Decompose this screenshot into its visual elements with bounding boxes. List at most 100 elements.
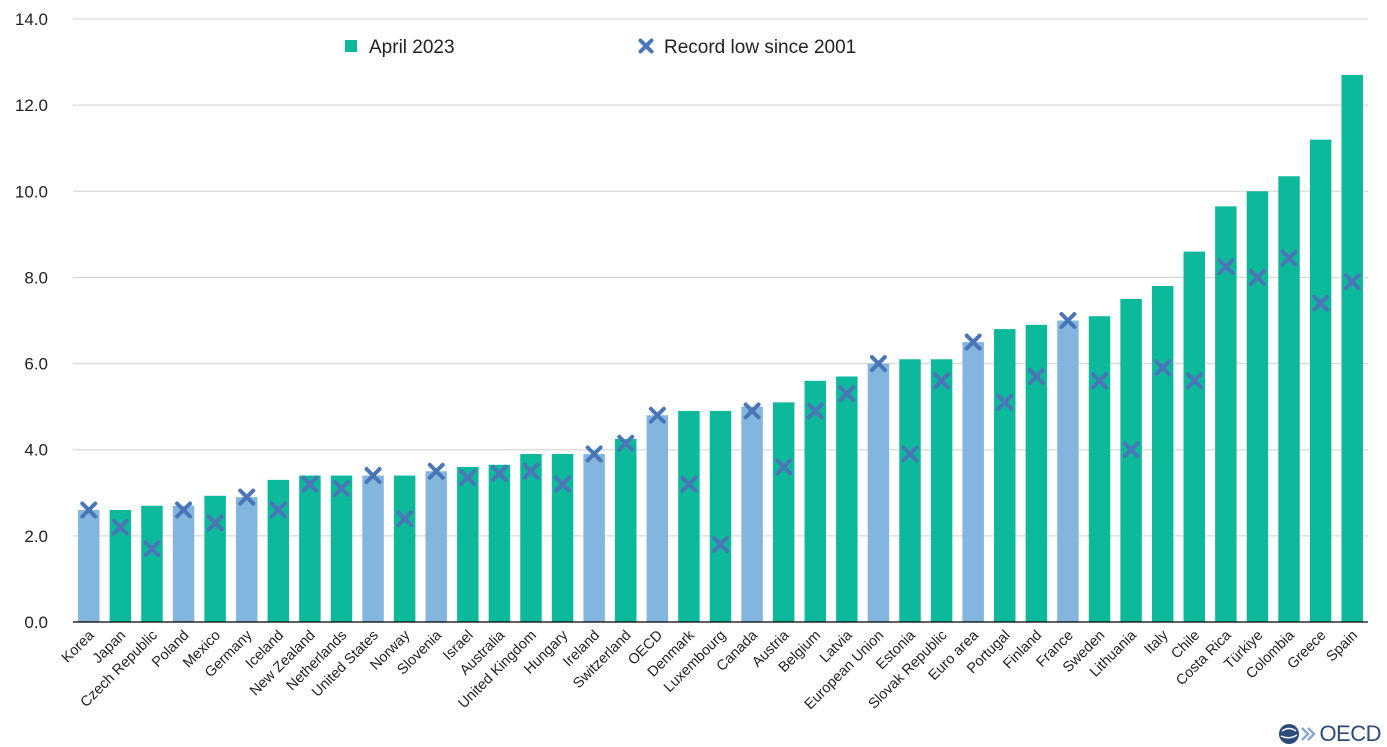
bar — [899, 359, 921, 622]
bar — [836, 376, 858, 622]
y-tick-label: 8.0 — [24, 268, 48, 287]
y-tick-label: 4.0 — [24, 441, 48, 460]
record-low-marker — [175, 501, 193, 519]
record-low-marker — [964, 333, 982, 351]
bar — [520, 454, 542, 622]
bar — [678, 410, 700, 622]
record-low-marker — [1122, 441, 1140, 459]
record-low-marker — [743, 402, 761, 420]
record-low-marker — [143, 540, 161, 558]
bar — [299, 475, 321, 622]
bar — [457, 466, 479, 622]
oecd-logo: OECD — [1277, 721, 1381, 747]
category-label: Italy — [1141, 627, 1172, 658]
record-low-marker — [1312, 294, 1330, 312]
bar — [141, 505, 163, 622]
bar — [646, 415, 669, 622]
record-low-marker — [996, 393, 1014, 411]
record-low-marker — [238, 488, 256, 506]
bar — [804, 380, 826, 622]
y-tick-label: 12.0 — [15, 96, 48, 115]
record-low-marker — [1217, 258, 1235, 276]
bar — [1278, 176, 1300, 623]
record-low-marker — [364, 467, 382, 485]
record-low-marker — [869, 355, 887, 373]
record-low-marker — [332, 479, 350, 497]
bar — [1057, 320, 1079, 622]
legend-x-marker — [638, 38, 654, 54]
bar — [330, 475, 353, 622]
record-low-marker — [648, 406, 666, 424]
oecd-logo-text: OECD — [1319, 721, 1381, 746]
gridlines — [73, 18, 1368, 537]
bar — [1309, 139, 1332, 622]
record-low-marker — [1091, 372, 1109, 390]
record-low-marker — [775, 458, 793, 476]
record-low-markers — [80, 249, 1361, 558]
y-axis-ticks: 0.0 2.0 4.0 6.0 8.0 10.0 12.0 14.0 — [15, 10, 48, 632]
bar — [709, 410, 732, 622]
bar — [1183, 251, 1206, 623]
legend-swatch-april-2023 — [345, 40, 357, 52]
record-low-marker — [459, 469, 477, 487]
record-low-marker — [838, 385, 856, 403]
category-label: Spain — [1323, 628, 1361, 666]
bar — [109, 510, 132, 622]
oecd-globe-icon — [1279, 724, 1317, 744]
bars — [78, 74, 1363, 623]
bar — [1088, 316, 1111, 622]
record-low-marker — [522, 462, 540, 480]
record-low-marker — [585, 445, 603, 463]
record-low-marker — [1154, 359, 1172, 377]
bar — [615, 438, 637, 622]
record-low-marker — [1248, 268, 1266, 286]
record-low-marker — [427, 462, 445, 480]
legend-label-record-low: Record low since 2001 — [664, 37, 856, 58]
bar — [235, 497, 258, 622]
legend: April 2023 Record low since 2001 — [345, 37, 856, 58]
bar — [551, 454, 574, 622]
y-tick-label: 6.0 — [24, 355, 48, 374]
bar — [1120, 298, 1142, 622]
record-low-marker — [111, 518, 129, 536]
record-low-marker — [269, 501, 287, 519]
bar — [172, 505, 195, 622]
bar — [1215, 206, 1237, 622]
bar — [1151, 286, 1174, 622]
bar — [362, 475, 384, 622]
record-low-marker — [1280, 249, 1298, 267]
record-low-marker — [396, 510, 414, 528]
bar — [393, 475, 416, 622]
record-low-marker — [206, 514, 224, 532]
record-low-marker — [901, 445, 919, 463]
record-low-marker — [617, 434, 635, 452]
record-low-marker — [712, 535, 729, 553]
record-low-marker — [490, 464, 508, 482]
bar — [994, 329, 1016, 622]
bar — [962, 342, 984, 622]
bar — [867, 363, 890, 622]
legend-swatch-record-low — [638, 38, 654, 54]
y-tick-label: 10.0 — [15, 182, 48, 201]
record-low-marker — [80, 501, 98, 519]
bar — [772, 402, 795, 622]
y-tick-label: 0.0 — [24, 613, 48, 632]
bar — [930, 359, 953, 622]
category-label: Korea — [59, 627, 98, 666]
y-tick-label: 14.0 — [15, 10, 48, 29]
y-tick-label: 2.0 — [24, 527, 48, 546]
bar — [1341, 74, 1363, 622]
bar — [78, 510, 100, 622]
bar — [488, 464, 511, 622]
record-low-marker — [554, 475, 572, 493]
record-low-marker — [933, 372, 951, 390]
bar — [1025, 324, 1048, 622]
bar — [741, 406, 763, 622]
record-low-marker — [806, 402, 824, 420]
bar — [1246, 191, 1269, 623]
record-low-marker — [1027, 367, 1045, 385]
record-low-marker — [301, 475, 319, 493]
record-low-marker — [1059, 312, 1077, 329]
